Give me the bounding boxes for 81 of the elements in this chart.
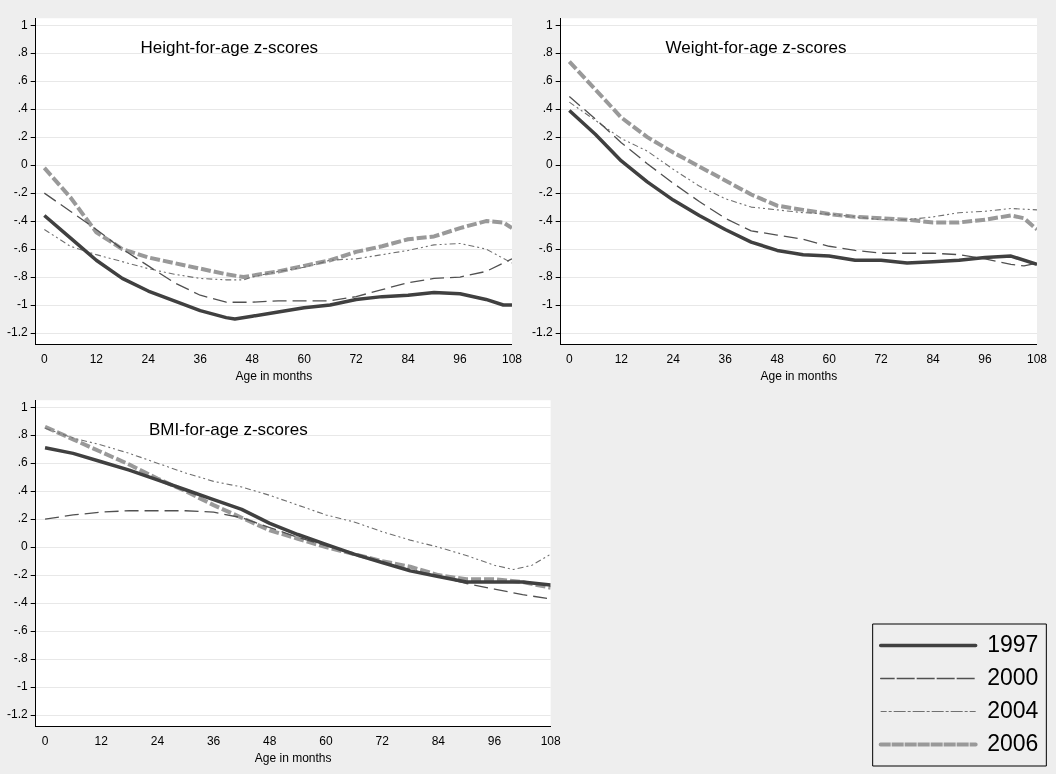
y-tick-label: .6: [542, 73, 553, 88]
y-tick-label: -1.2: [6, 325, 28, 340]
y-tick-label: 0: [20, 157, 28, 172]
x-tick-label: 96: [978, 351, 993, 366]
x-tick-label: 36: [718, 351, 733, 366]
y-tick-label: .6: [17, 455, 28, 470]
text: Weight-for-age z-scores: [665, 37, 847, 57]
x-tick-label: 48: [770, 351, 785, 366]
x-tick-label: 36: [193, 351, 208, 366]
x-tick-label: 84: [431, 733, 446, 748]
x-tick-label: 0: [41, 733, 49, 748]
x-tick-label: 72: [874, 351, 889, 366]
x-tick-label: 12: [89, 351, 104, 366]
x-tick-label: 24: [150, 733, 165, 748]
y-tick-label: -.8: [538, 269, 553, 284]
y-tick-label: -1.2: [6, 707, 28, 722]
y-tick-label: -.4: [13, 213, 28, 228]
y-tick-label: .2: [17, 129, 28, 144]
legend-label: 2000: [987, 663, 1039, 690]
x-tick-label: 108: [540, 733, 561, 748]
y-tick-label: -.8: [13, 651, 28, 666]
y-tick-label: 0: [545, 157, 553, 172]
x-tick-label: 108: [1026, 351, 1048, 366]
x-tick-label: 24: [141, 351, 156, 366]
y-tick-label: .8: [17, 427, 28, 442]
y-tick-label: .2: [17, 511, 28, 526]
text: BMI-for-age z-scores: [148, 419, 308, 439]
x-tick-label: 96: [487, 733, 502, 748]
y-tick-label: -.6: [13, 623, 28, 638]
y-tick-label: -1: [17, 297, 28, 312]
y-tick-label: 0: [20, 539, 28, 554]
x-tick-label: 0: [565, 351, 573, 366]
line-series: [568, 101, 1037, 221]
x-axis-title: Age in months: [235, 369, 313, 384]
text: Height-for-age z-scores: [140, 37, 319, 57]
y-tick-label: .4: [542, 101, 553, 116]
y-tick-label: .4: [17, 101, 28, 116]
x-tick-label: 12: [94, 733, 109, 748]
y-tick-label: 1: [20, 399, 28, 414]
x-tick-label: 96: [453, 351, 468, 366]
y-tick-label: -1: [542, 297, 553, 312]
x-tick-label: 108: [501, 351, 523, 366]
x-tick-label: 72: [375, 733, 390, 748]
x-tick-label: 60: [297, 351, 312, 366]
x-axis-title: Age in months: [760, 369, 838, 384]
x-tick-label: 84: [401, 351, 416, 366]
y-tick-label: -1.2: [531, 325, 553, 340]
x-tick-label: 48: [263, 733, 277, 748]
legend-label: 1997: [987, 630, 1039, 657]
y-tick-label: -.4: [538, 213, 553, 228]
x-tick-label: 84: [926, 351, 941, 366]
y-tick-label: -.8: [13, 269, 28, 284]
y-tick-label: -.2: [538, 185, 553, 200]
x-tick-label: 0: [40, 351, 48, 366]
x-tick-label: 60: [822, 351, 837, 366]
y-tick-label: -.2: [13, 185, 28, 200]
x-tick-label: 24: [666, 351, 681, 366]
x-tick-label: 12: [614, 351, 629, 366]
y-tick-label: -.6: [538, 241, 553, 256]
y-tick-label: 1: [20, 17, 28, 32]
x-axis-title: Age in months: [254, 751, 332, 766]
y-tick-label: -1: [17, 679, 28, 694]
y-tick-label: .4: [17, 483, 28, 498]
x-tick-label: 60: [319, 733, 333, 748]
y-tick-label: .6: [17, 73, 28, 88]
y-tick-label: -.6: [13, 241, 28, 256]
line-series: [42, 165, 512, 280]
y-tick-label: 1: [545, 17, 553, 32]
line-series: [43, 192, 512, 303]
line-series: [43, 228, 512, 281]
legend-label: 2006: [987, 729, 1039, 756]
y-tick-label: .2: [542, 129, 553, 144]
line-series: [567, 59, 1037, 232]
y-tick-label: -.4: [13, 595, 28, 610]
x-tick-label: 48: [245, 351, 260, 366]
legend-label: 2004: [987, 696, 1039, 723]
y-tick-label: .8: [542, 45, 553, 60]
y-tick-label: -.2: [13, 567, 28, 582]
x-tick-label: 36: [206, 733, 221, 748]
x-tick-label: 72: [349, 351, 364, 366]
y-tick-label: .8: [17, 45, 28, 60]
